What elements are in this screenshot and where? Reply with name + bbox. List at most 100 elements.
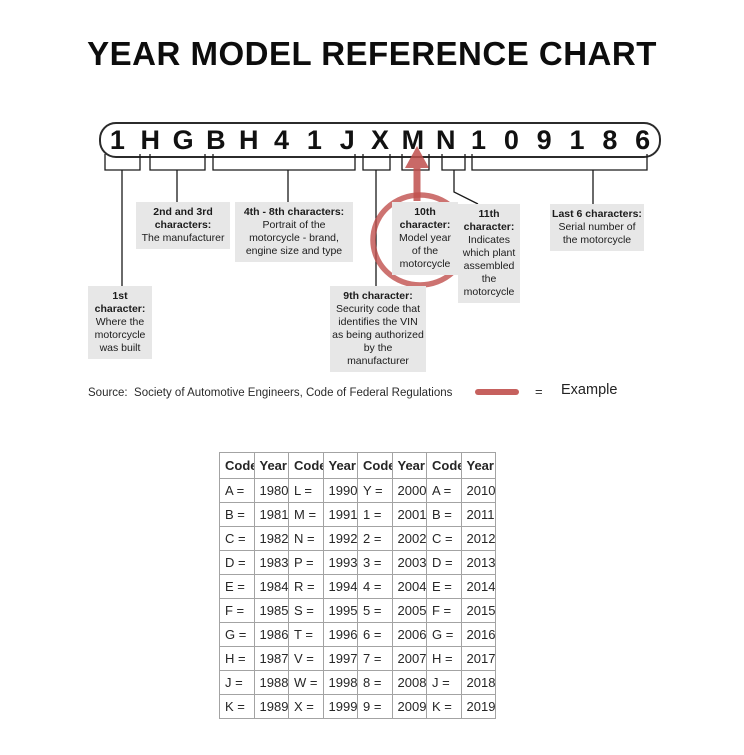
vin-character: 0 — [503, 125, 519, 155]
code-cell: M = — [288, 502, 324, 527]
year-cell: 2001 — [391, 502, 427, 527]
code-cell: D = — [219, 550, 255, 575]
vin-character: J — [339, 125, 355, 155]
year-cell: 1986 — [253, 622, 289, 647]
vin-character: B — [206, 125, 226, 155]
callout-heading: Last 6 characters: — [552, 208, 642, 220]
code-cell: T = — [288, 622, 324, 647]
code-cell: 8 = — [357, 670, 393, 695]
code-cell: K = — [219, 694, 255, 719]
code-cell: 2 = — [357, 526, 393, 551]
code-cell: H = — [219, 646, 255, 671]
table-row: D = 1983 P = 1993 3 = 2003 D = 2013 — [219, 550, 496, 575]
code-cell: F = — [426, 598, 462, 623]
code-cell: D = — [426, 550, 462, 575]
vin-character: 1 — [471, 125, 487, 155]
year-cell: 2018 — [460, 670, 496, 695]
year-cell: 1999 — [322, 694, 358, 719]
table-header-row: CodeYearCodeYearCodeYearCodeYear — [219, 452, 496, 479]
callout-last-6-characters: Last 6 characters: Serial number of the … — [550, 204, 644, 251]
code-cell: V = — [288, 646, 324, 671]
callout-heading: 2nd and 3rd characters: — [153, 206, 213, 231]
vin-character: 1 — [569, 125, 585, 155]
vin-character: 9 — [536, 125, 552, 155]
vin-character: N — [435, 125, 456, 155]
year-cell: 2009 — [391, 694, 427, 719]
year-code-table: CodeYearCodeYearCodeYearCodeYear A = 1980… — [219, 452, 496, 719]
year-cell: 1987 — [253, 646, 289, 671]
code-cell: C = — [219, 526, 255, 551]
code-cell: X = — [288, 694, 324, 719]
code-cell: 5 = — [357, 598, 393, 623]
callout-9th-character: 9th character: Security code that identi… — [330, 286, 426, 372]
code-cell: L = — [288, 478, 324, 503]
year-cell: 1995 — [322, 598, 358, 623]
code-cell: A = — [426, 478, 462, 503]
callout-1st-character: 1st character: Where the motorcycle was … — [88, 286, 152, 359]
code-cell: F = — [219, 598, 255, 623]
callout-heading: 10th character: — [399, 206, 451, 231]
year-cell: 1980 — [253, 478, 289, 503]
source-note: Source: Society of Automotive Engineers,… — [88, 387, 453, 399]
code-cell: E = — [219, 574, 255, 599]
vin-character: 1 — [109, 125, 125, 155]
year-cell: 1985 — [253, 598, 289, 623]
code-cell: 1 = — [357, 502, 393, 527]
year-cell: 2003 — [391, 550, 427, 575]
code-cell: C = — [426, 526, 462, 551]
year-cell: 1981 — [253, 502, 289, 527]
year-cell: 2007 — [391, 646, 427, 671]
vin-character: 8 — [602, 125, 618, 155]
code-cell: N = — [288, 526, 324, 551]
year-cell: 2006 — [391, 622, 427, 647]
code-cell: P = — [288, 550, 324, 575]
code-cell: S = — [288, 598, 324, 623]
column-header: Code — [357, 452, 393, 479]
callout-10th-character: 10th character: Model year of the motorc… — [392, 202, 458, 275]
code-cell: 6 = — [357, 622, 393, 647]
table-row: G = 1986 T = 1996 6 = 2006 G = 2016 — [219, 622, 496, 647]
example-line-icon — [475, 389, 519, 395]
year-cell: 2015 — [460, 598, 496, 623]
year-cell: 1990 — [322, 478, 358, 503]
table-row: K = 1989 X = 1999 9 = 2009 K = 2019 — [219, 694, 496, 719]
year-cell: 1988 — [253, 670, 289, 695]
column-header: Code — [288, 452, 324, 479]
year-cell: 1991 — [322, 502, 358, 527]
callout-11th-character: 11th character: Indicates which plant as… — [458, 204, 520, 303]
year-cell: 2011 — [460, 502, 496, 527]
year-cell: 2014 — [460, 574, 496, 599]
vin-character: 1 — [306, 125, 322, 155]
year-cell: 1998 — [322, 670, 358, 695]
vin-character: G — [172, 125, 194, 155]
year-cell: 2016 — [460, 622, 496, 647]
callout-body: The manufacturer — [141, 232, 225, 244]
column-header: Code — [219, 452, 255, 479]
table-row: A = 1980 L = 1990 Y = 2000 A = 2010 — [219, 478, 496, 503]
code-cell: G = — [426, 622, 462, 647]
table-row: B = 1981 M = 1991 1 = 2001 B = 2011 — [219, 502, 496, 527]
callout-heading: 9th character: — [343, 290, 413, 302]
year-cell: 1984 — [253, 574, 289, 599]
year-cell: 2008 — [391, 670, 427, 695]
vin-character: 4 — [274, 125, 290, 155]
year-cell: 1996 — [322, 622, 358, 647]
legend-equals-sign: = — [535, 384, 543, 399]
code-cell: J = — [219, 670, 255, 695]
code-cell: K = — [426, 694, 462, 719]
page-title: YEAR MODEL REFERENCE CHART — [87, 35, 657, 72]
year-cell: 1994 — [322, 574, 358, 599]
year-cell: 2000 — [391, 478, 427, 503]
vin-character: 6 — [635, 125, 651, 155]
callout-body: Indicates which plant assembled the moto… — [462, 234, 516, 298]
callout-body: Where the motorcycle was built — [94, 316, 146, 354]
vin-character: M — [401, 125, 425, 155]
callout-heading: 1st character: — [94, 290, 146, 315]
code-cell: 7 = — [357, 646, 393, 671]
year-cell: 1983 — [253, 550, 289, 575]
table-row: F = 1985 S = 1995 5 = 2005 F = 2015 — [219, 598, 496, 623]
callout-heading: 4th - 8th characters: — [243, 206, 345, 218]
callout-2nd-3rd-characters: 2nd and 3rd characters: The manufacturer — [136, 202, 230, 249]
code-cell: E = — [426, 574, 462, 599]
